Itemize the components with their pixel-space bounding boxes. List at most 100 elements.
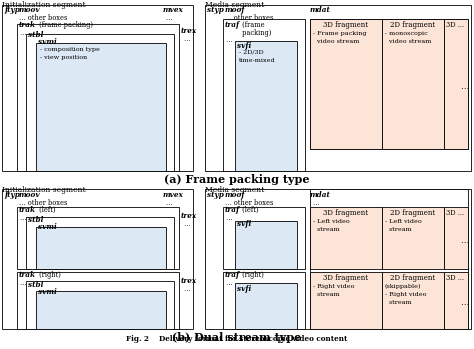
Bar — [26, 281, 174, 329]
Text: 2D fragment: 2D fragment — [391, 274, 436, 282]
Text: 3D ...: 3D ... — [446, 274, 464, 282]
Text: …: … — [460, 237, 468, 245]
Bar — [2, 5, 193, 171]
Text: ftyp: ftyp — [4, 191, 20, 199]
Bar — [235, 41, 297, 171]
Text: packing): packing) — [240, 29, 272, 37]
Bar — [223, 19, 305, 171]
Text: … other boxes: … other boxes — [225, 14, 273, 22]
Bar — [17, 24, 179, 171]
Text: …: … — [165, 199, 172, 207]
Text: traf: traf — [225, 206, 240, 214]
Text: stbl: stbl — [28, 281, 44, 289]
Bar — [444, 19, 468, 149]
Text: styp: styp — [207, 191, 224, 199]
Text: …: … — [183, 285, 190, 293]
Text: 2D fragment: 2D fragment — [391, 21, 436, 29]
Text: video stream: video stream — [385, 39, 431, 44]
Text: - 2D/3D: - 2D/3D — [239, 50, 264, 55]
Text: styp: styp — [207, 6, 224, 14]
Text: mvex: mvex — [163, 191, 184, 199]
Text: - Right video: - Right video — [313, 284, 355, 289]
Text: (frame: (frame — [240, 21, 264, 29]
Text: 3D fragment: 3D fragment — [323, 209, 368, 217]
Text: … other boxes: … other boxes — [19, 199, 67, 207]
Text: 3D fragment: 3D fragment — [323, 21, 368, 29]
Text: … other boxes: … other boxes — [19, 14, 67, 22]
Text: svfi: svfi — [237, 220, 251, 228]
Bar — [310, 272, 382, 329]
Bar — [310, 189, 468, 329]
Bar — [26, 34, 174, 171]
Text: trak: trak — [19, 206, 36, 214]
Bar — [26, 217, 174, 269]
Text: - monoscopic: - monoscopic — [385, 31, 428, 36]
Text: stream: stream — [313, 292, 340, 297]
Text: moov: moov — [19, 191, 41, 199]
Text: Initialization segment: Initialization segment — [2, 1, 86, 9]
Bar — [310, 19, 382, 149]
Text: moof: moof — [225, 6, 246, 14]
Text: Media segment: Media segment — [205, 186, 264, 194]
Bar — [235, 283, 297, 329]
Text: svfi: svfi — [237, 42, 251, 50]
Bar — [444, 272, 468, 329]
Text: - Frame packing: - Frame packing — [313, 31, 366, 36]
Text: svfi: svfi — [237, 285, 251, 293]
Bar — [382, 19, 444, 149]
Bar — [444, 207, 468, 269]
Text: mdat: mdat — [310, 191, 331, 199]
Bar — [310, 207, 382, 269]
Text: trex: trex — [181, 277, 197, 285]
Text: …: … — [183, 220, 190, 228]
Text: …: … — [312, 199, 319, 207]
Text: …: … — [183, 35, 190, 43]
Text: mdat: mdat — [310, 6, 331, 14]
Text: mvex: mvex — [163, 6, 184, 14]
Bar — [205, 5, 471, 171]
Text: … other boxes: … other boxes — [225, 199, 273, 207]
Text: (skippable): (skippable) — [385, 284, 421, 289]
Text: trex: trex — [181, 212, 197, 220]
Text: …: … — [225, 36, 232, 44]
Text: ftyp: ftyp — [4, 6, 20, 14]
Bar — [17, 207, 179, 269]
Bar — [223, 272, 305, 329]
Text: 3D ...: 3D ... — [446, 209, 464, 217]
Text: …: … — [19, 279, 26, 287]
Text: …: … — [460, 83, 468, 91]
Bar — [17, 272, 179, 329]
Text: traf: traf — [225, 21, 240, 29]
Text: - Right video: - Right video — [385, 292, 427, 297]
Text: svmi: svmi — [38, 288, 57, 296]
Bar — [235, 221, 297, 269]
Text: (right): (right) — [240, 271, 264, 279]
Text: …: … — [312, 14, 319, 22]
Bar — [382, 272, 444, 329]
Text: - Left video: - Left video — [385, 219, 422, 224]
Text: traf: traf — [225, 271, 240, 279]
Text: moof: moof — [225, 191, 246, 199]
Text: trak: trak — [19, 271, 36, 279]
Text: stbl: stbl — [28, 216, 44, 224]
Bar — [36, 43, 166, 171]
Text: video stream: video stream — [313, 39, 359, 44]
Bar — [205, 189, 471, 329]
Text: 3D ...: 3D ... — [446, 21, 464, 29]
Text: …: … — [225, 214, 232, 222]
Text: …: … — [225, 279, 232, 287]
Bar — [36, 227, 166, 269]
Text: Fig. 2    Delivery format for stereoscopic video content: Fig. 2 Delivery format for stereoscopic … — [126, 335, 348, 343]
Text: Initialization segment: Initialization segment — [2, 186, 86, 194]
Text: …: … — [19, 214, 26, 222]
Text: Media segment: Media segment — [205, 1, 264, 9]
Bar — [36, 291, 166, 329]
Text: (b) Dual stream type: (b) Dual stream type — [173, 332, 301, 343]
Bar — [310, 19, 468, 149]
Text: 3D fragment: 3D fragment — [323, 274, 368, 282]
Text: (right): (right) — [37, 271, 61, 279]
Text: 2D fragment: 2D fragment — [391, 209, 436, 217]
Text: svmi: svmi — [38, 223, 57, 231]
Text: stream: stream — [313, 227, 340, 232]
Text: trak: trak — [19, 21, 36, 29]
